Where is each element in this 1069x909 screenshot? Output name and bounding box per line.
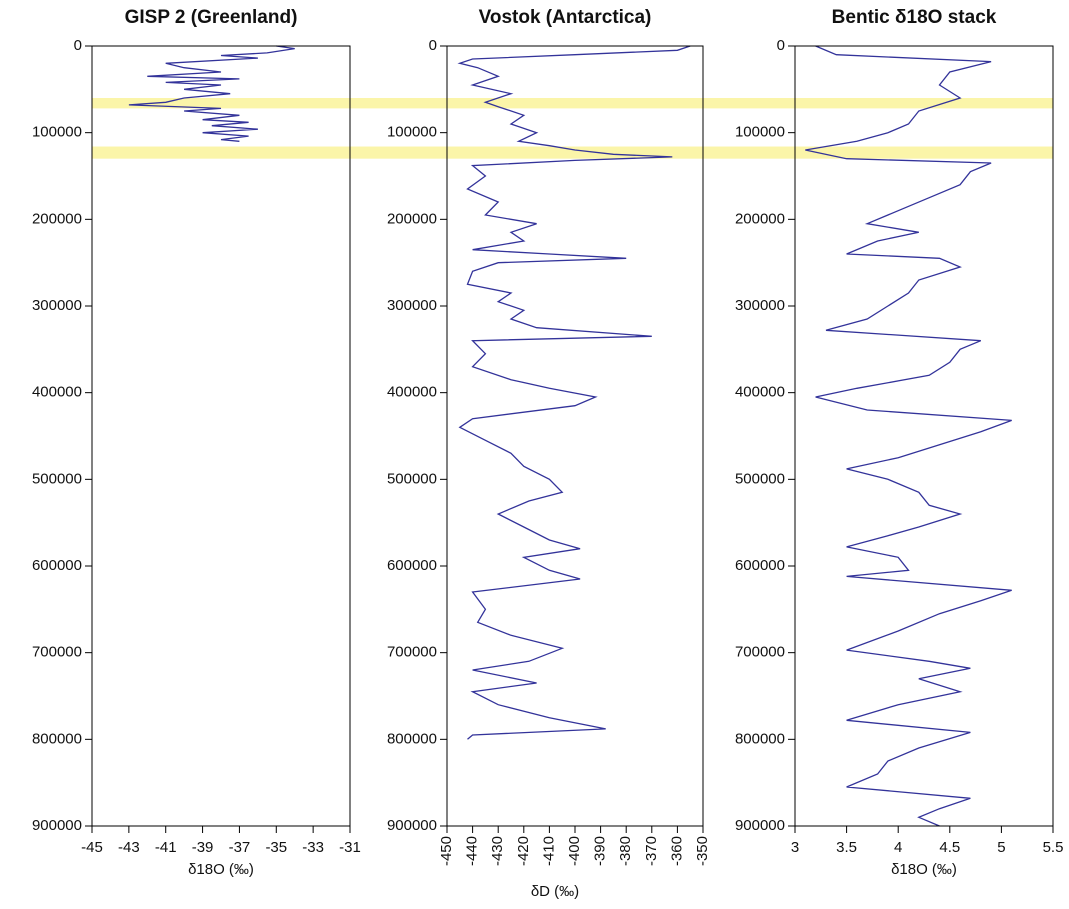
y-tick-label: 100000 bbox=[387, 124, 437, 141]
x-axis-label: δ18O (‰) bbox=[891, 861, 957, 878]
y-tick-label: 700000 bbox=[32, 644, 82, 661]
y-tick-label: 300000 bbox=[387, 297, 437, 314]
x-axis-label: δD (‰) bbox=[531, 883, 579, 900]
y-tick-label: 400000 bbox=[387, 384, 437, 401]
y-tick-label: 100000 bbox=[735, 124, 785, 141]
x-tick-label: -390 bbox=[592, 836, 609, 866]
x-tick-label: 4.5 bbox=[939, 839, 960, 856]
x-tick-label: -31 bbox=[339, 839, 361, 856]
y-tick-label: 300000 bbox=[735, 297, 785, 314]
chart-title: Vostok (Antarctica) bbox=[479, 7, 652, 28]
x-tick-label: -440 bbox=[464, 836, 481, 866]
y-tick-label: 600000 bbox=[32, 557, 82, 574]
y-tick-label: 700000 bbox=[387, 644, 437, 661]
x-tick-label: 5.5 bbox=[1043, 839, 1064, 856]
plot-frame bbox=[794, 45, 1054, 827]
x-tick-label: -400 bbox=[566, 836, 583, 866]
y-tick-label: 900000 bbox=[32, 817, 82, 834]
highlight-band bbox=[92, 98, 1053, 109]
y-tick-label: 200000 bbox=[32, 210, 82, 227]
y-tick-label: 800000 bbox=[735, 730, 785, 747]
chart-title: Bentic δ18O stack bbox=[832, 7, 997, 28]
x-tick-label: 4 bbox=[894, 839, 902, 856]
x-tick-label: -37 bbox=[229, 839, 251, 856]
y-tick-label: 400000 bbox=[735, 384, 785, 401]
x-tick-label: -350 bbox=[694, 836, 711, 866]
plot-frame bbox=[446, 45, 704, 827]
y-tick-label: 200000 bbox=[387, 210, 437, 227]
y-tick-label: 400000 bbox=[32, 384, 82, 401]
x-tick-label: -35 bbox=[265, 839, 287, 856]
x-tick-label: 3.5 bbox=[836, 839, 857, 856]
highlight-band bbox=[92, 146, 1053, 159]
x-tick-label: -41 bbox=[155, 839, 177, 856]
x-tick-label: -430 bbox=[489, 836, 506, 866]
x-tick-label: -39 bbox=[192, 839, 214, 856]
y-tick-label: 900000 bbox=[735, 817, 785, 834]
x-tick-label: -43 bbox=[118, 839, 140, 856]
y-tick-label: 500000 bbox=[735, 470, 785, 487]
x-tick-label: -420 bbox=[515, 836, 532, 866]
y-tick-label: 0 bbox=[74, 37, 82, 54]
chart-title: GISP 2 (Greenland) bbox=[125, 7, 298, 28]
y-tick-label: 200000 bbox=[735, 210, 785, 227]
y-tick-label: 500000 bbox=[387, 470, 437, 487]
x-tick-label: -450 bbox=[438, 836, 455, 866]
x-tick-label: -410 bbox=[540, 836, 557, 866]
y-tick-label: 0 bbox=[429, 37, 437, 54]
plot-frame bbox=[91, 45, 351, 827]
y-tick-label: 600000 bbox=[387, 557, 437, 574]
x-tick-label: -360 bbox=[668, 836, 685, 866]
x-tick-label: -45 bbox=[81, 839, 103, 856]
data-line bbox=[128, 45, 295, 142]
y-tick-label: 600000 bbox=[735, 557, 785, 574]
x-axis-label: δ18O (‰) bbox=[188, 861, 254, 878]
y-tick-label: 800000 bbox=[387, 730, 437, 747]
x-tick-label: -370 bbox=[643, 836, 660, 866]
y-tick-label: 800000 bbox=[32, 730, 82, 747]
x-tick-label: 3 bbox=[791, 839, 799, 856]
y-tick-label: 500000 bbox=[32, 470, 82, 487]
data-line bbox=[805, 45, 1012, 827]
y-tick-label: 100000 bbox=[32, 124, 82, 141]
data-line bbox=[457, 45, 691, 740]
y-tick-label: 700000 bbox=[735, 644, 785, 661]
y-tick-label: 900000 bbox=[387, 817, 437, 834]
y-tick-label: 0 bbox=[777, 37, 785, 54]
x-tick-label: -380 bbox=[617, 836, 634, 866]
x-tick-label: 5 bbox=[997, 839, 1005, 856]
x-tick-label: -33 bbox=[302, 839, 324, 856]
y-tick-label: 300000 bbox=[32, 297, 82, 314]
